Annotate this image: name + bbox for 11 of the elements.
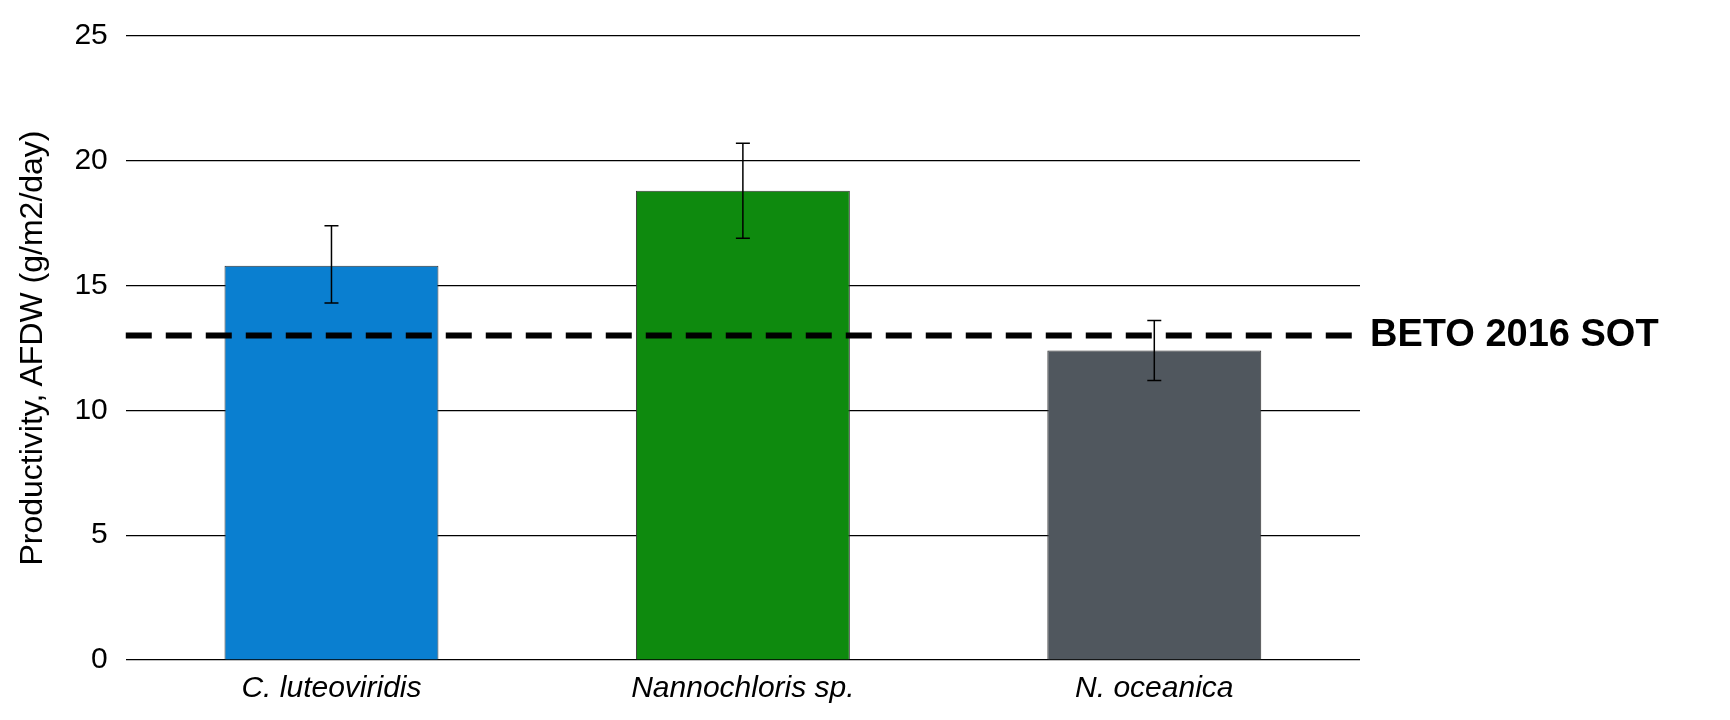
y-tick-label: 20 [74,142,108,176]
y-tick-label: 25 [74,17,108,51]
ref-line-label: BETO 2016 SOT [1370,312,1659,354]
x-tick-label: N. oceanica [1075,670,1234,704]
y-tick-label: 5 [91,516,108,550]
y-tick-label: 10 [74,391,108,425]
y-axis-title: Productivity, AFDW (g/m2/day) [13,130,50,566]
x-tick-label: Nannochloris sp. [631,670,855,704]
y-tick-label: 0 [91,641,108,675]
y-tick-label: 15 [74,266,108,300]
x-tick-label: C. luteoviridis [241,670,422,704]
